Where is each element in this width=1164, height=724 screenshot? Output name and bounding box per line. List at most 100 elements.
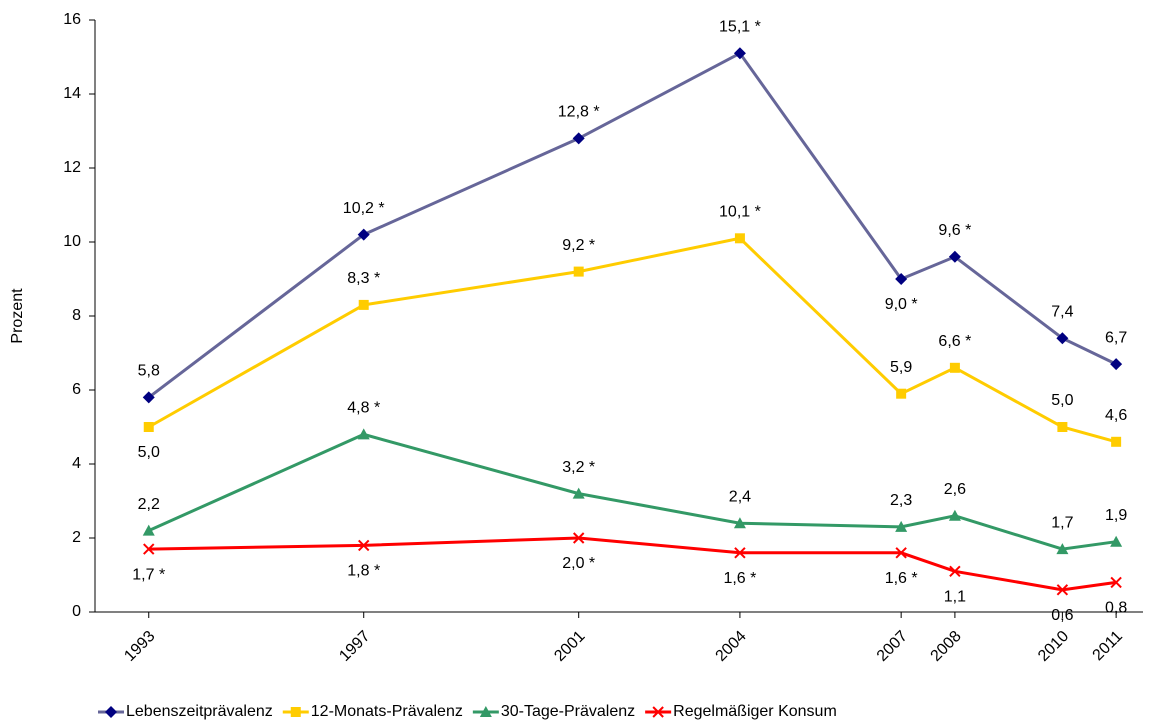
data-label: 1,6 * — [723, 570, 756, 587]
legend-item: 30-Tage-Prävalenz — [472, 703, 635, 720]
legend-item: 12-Monats-Prävalenz — [282, 703, 463, 720]
marker — [1057, 422, 1068, 432]
marker — [734, 547, 746, 559]
marker — [948, 509, 961, 521]
x-tick-label: 2007 — [874, 628, 911, 665]
marker — [357, 428, 370, 440]
data-label: 5,0 — [1051, 392, 1073, 409]
data-label: 15,1 * — [719, 19, 761, 36]
marker — [1110, 535, 1123, 547]
marker — [572, 132, 585, 145]
data-label: 4,6 — [1105, 407, 1127, 424]
line — [148, 236, 1117, 444]
marker — [1111, 436, 1122, 447]
x-tick-label: 2011 — [1090, 628, 1126, 664]
marker — [1056, 584, 1069, 596]
data-label: 9,2 * — [562, 237, 595, 254]
series: 5,8 10,2 * 12,8 * 15,1 * 9,0 * 9,6 * 7,4 6,7 — [138, 19, 1127, 404]
legend-label: 12-Monats-Prävalenz — [311, 703, 463, 720]
data-label: 6,7 — [1105, 329, 1127, 346]
y-tick-label: 14 — [63, 85, 81, 102]
data-label: 4,8 * — [347, 400, 380, 417]
data-label: 0,8 — [1105, 600, 1127, 617]
marker — [1110, 358, 1123, 371]
marker — [733, 517, 746, 529]
y-tick-label: 10 — [63, 233, 81, 250]
marker — [143, 422, 154, 432]
marker — [948, 250, 961, 263]
marker — [734, 233, 745, 244]
series: 5,0 8,3 * 9,2 * 10,1 * 5,9 6,6 * 5,0 4,6 — [138, 204, 1128, 462]
marker — [358, 299, 369, 310]
y-axis-label: Prozent — [9, 288, 26, 344]
marker — [143, 543, 155, 555]
x-tick-label: 2010 — [1035, 628, 1072, 665]
x-tick-label: 2008 — [928, 628, 965, 665]
legend-item: Lebenszeitprävalenz — [98, 703, 273, 720]
x-tick-label: 1997 — [336, 628, 373, 665]
data-label: 1,6 * — [885, 570, 918, 587]
data-label: 7,4 — [1051, 303, 1073, 320]
marker — [572, 487, 585, 499]
marker — [949, 362, 960, 373]
y-tick-label: 6 — [72, 381, 81, 398]
data-label: 3,2 * — [562, 459, 595, 476]
legend-label: 30-Tage-Prävalenz — [501, 703, 635, 720]
marker — [142, 391, 155, 404]
marker — [358, 539, 370, 552]
data-label: 5,8 — [138, 363, 160, 380]
marker — [949, 565, 961, 578]
marker — [895, 520, 908, 532]
y-tick-label: 12 — [63, 159, 81, 176]
marker — [105, 706, 117, 718]
y-tick-label: 0 — [72, 603, 81, 620]
legend-label: Lebenszeitprävalenz — [126, 703, 273, 720]
y-tick-label: 2 — [72, 529, 81, 546]
marker — [1056, 543, 1069, 555]
data-label: 2,4 — [729, 488, 751, 505]
marker — [572, 532, 585, 544]
x-tick-label: 2004 — [713, 628, 750, 665]
marker — [573, 266, 584, 277]
data-label: 2,3 — [890, 492, 912, 509]
data-label: 1,7 — [1051, 514, 1073, 531]
line — [148, 536, 1117, 592]
data-label: 1,1 — [944, 589, 966, 606]
y-tick-label: 4 — [72, 455, 81, 472]
marker — [357, 228, 370, 241]
legend-item: Regelmäßiger Konsum — [645, 703, 837, 720]
x-tick-label: 1993 — [121, 628, 158, 665]
data-label: 2,6 — [944, 481, 966, 498]
marker — [895, 273, 908, 285]
data-label: 8,3 * — [347, 270, 380, 287]
marker — [733, 47, 746, 60]
data-label: 10,1 * — [719, 204, 761, 221]
series: 1,7 * 1,8 * 2,0 * 1,6 * 1,6 * 1,1 0,6 0,8 — [132, 532, 1127, 624]
data-label: 6,6 * — [938, 333, 971, 350]
data-label: 5,0 — [138, 444, 160, 461]
data-label: 12,8 * — [558, 104, 600, 121]
data-label: 5,9 — [890, 359, 912, 376]
line — [147, 51, 1117, 399]
marker — [896, 388, 907, 399]
data-label: 2,0 * — [562, 555, 595, 572]
data-label: 9,6 * — [938, 222, 971, 239]
legend-label: Regelmäßiger Konsum — [673, 703, 837, 720]
marker — [895, 547, 907, 559]
y-tick-label: 8 — [72, 307, 81, 324]
marker — [1110, 576, 1122, 589]
marker — [1056, 332, 1069, 345]
line — [148, 432, 1117, 551]
data-label: 10,2 * — [343, 200, 385, 217]
data-label: 9,0 * — [885, 296, 918, 313]
data-label: 1,8 * — [347, 563, 380, 580]
data-label: 1,9 — [1105, 507, 1127, 524]
series: 2,2 4,8 * 3,2 * 2,4 2,3 2,6 1,7 1,9 — [138, 400, 1127, 555]
data-label: 2,2 — [138, 496, 160, 513]
data-label: 1,7 * — [132, 566, 165, 583]
marker — [142, 524, 155, 536]
marker — [479, 706, 492, 717]
x-tick-label: 2001 — [551, 628, 588, 665]
